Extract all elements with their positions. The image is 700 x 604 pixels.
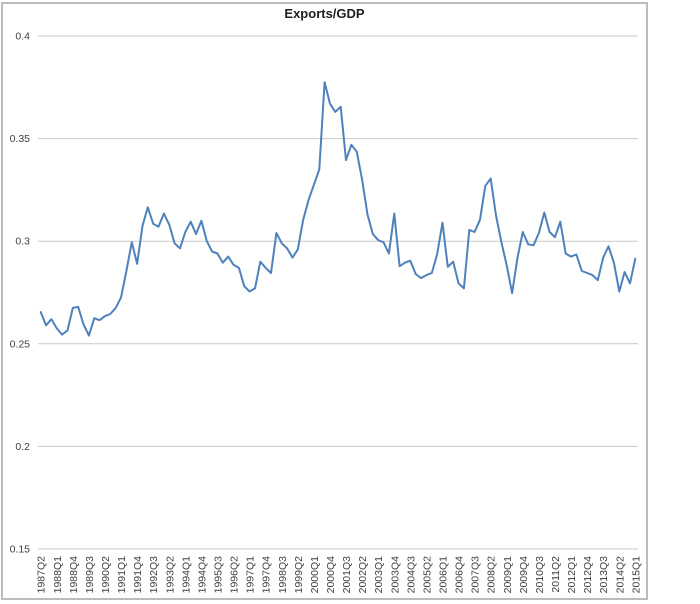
x-axis-tick-label: 1992Q3 [148, 556, 160, 594]
x-axis-tick-label: 1999Q2 [293, 556, 305, 594]
data-line [39, 81, 637, 337]
x-axis-tick-label: 2005Q2 [421, 556, 433, 594]
x-axis-tick-label: 1993Q2 [164, 556, 176, 594]
x-axis-tick-label: 1987Q2 [36, 556, 48, 594]
x-axis-tick-label: 2002Q2 [357, 556, 369, 594]
y-axis-tick-label: 0.15 [10, 544, 31, 556]
chart-frame [1, 2, 648, 600]
y-axis-tick-label: 0.25 [10, 338, 31, 350]
x-axis-tick-label: 1990Q2 [100, 556, 112, 594]
x-axis-tick-label: 2011Q2 [550, 556, 562, 593]
x-axis-tick-label: 1988Q4 [68, 556, 80, 594]
x-axis-tick-label: 1991Q1 [116, 556, 128, 594]
x-axis-tick-label: 1994Q4 [196, 556, 208, 594]
x-axis-tick-label: 1997Q4 [261, 556, 273, 594]
x-axis-tick-label: 2006Q1 [437, 556, 449, 594]
x-axis-tick-label: 1995Q3 [212, 556, 224, 594]
x-axis-tick-label: 1997Q1 [245, 556, 257, 594]
x-axis-tick-label: 2003Q1 [373, 556, 385, 594]
x-axis-tick-label: 1994Q1 [180, 556, 192, 594]
chart-title: Exports/GDP [284, 6, 365, 21]
y-axis-tick-label: 0.3 [15, 236, 30, 248]
x-axis-tick-label: 2008Q2 [486, 556, 498, 594]
x-axis-tick-label: 1998Q3 [277, 556, 289, 594]
x-axis-tick-label: 2010Q3 [534, 556, 546, 594]
x-axis-tick-label: 1989Q3 [84, 556, 96, 594]
x-axis-tick-label: 2013Q3 [598, 556, 610, 594]
x-axis-tick-label: 1988Q1 [52, 556, 64, 594]
x-axis-tick-label: 2012Q1 [566, 556, 578, 594]
x-axis-tick-label: 2009Q1 [502, 556, 514, 594]
y-axis-tick-label: 0.4 [15, 31, 30, 43]
x-axis-tick-label: 1991Q4 [132, 556, 144, 594]
x-axis-tick-label: 2006Q4 [454, 556, 466, 594]
x-axis-tick-label: 2000Q1 [309, 556, 321, 594]
y-axis-tick-label: 0.35 [10, 133, 31, 145]
x-axis-tick-label: 2007Q3 [470, 556, 482, 594]
x-axis-tick-label: 2000Q4 [325, 556, 337, 594]
y-axis-tick-label: 0.2 [15, 441, 30, 453]
x-axis-tick-label: 2004Q3 [405, 556, 417, 594]
x-axis-tick-label: 2014Q2 [614, 556, 626, 594]
x-axis-tick-label: 2012Q4 [582, 556, 594, 594]
x-axis-tick-label: 2009Q4 [518, 556, 530, 594]
x-axis-tick-label: 2003Q4 [389, 556, 401, 594]
x-axis-tick-label: 2001Q3 [341, 556, 353, 594]
x-axis-tick-label: 1996Q2 [229, 556, 241, 594]
x-axis-tick-label: 2015Q1 [630, 556, 642, 594]
